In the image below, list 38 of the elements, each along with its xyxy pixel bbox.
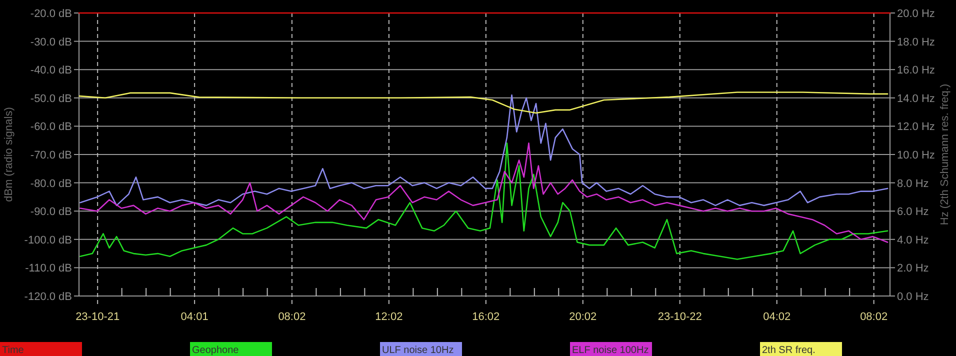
text: Time bbox=[2, 345, 24, 356]
y2-tick-label: 14.0 Hz bbox=[897, 92, 935, 105]
y-tick-label: -70.0 dB bbox=[30, 150, 72, 162]
y-tick-label: -20.0 dB bbox=[30, 8, 72, 20]
x-tick-label: 08:02 bbox=[860, 311, 888, 323]
x-tick-label: 23-10-22 bbox=[658, 311, 702, 323]
y-tick-label: -30.0 dB bbox=[30, 36, 72, 48]
y-tick-label: -50.0 dB bbox=[30, 92, 72, 105]
y2-axis-title: Hz (2th Schumann res. freq.) bbox=[939, 84, 951, 226]
y2-tick-label: 16.0 Hz bbox=[897, 64, 935, 77]
y-tick-label: -60.0 dB bbox=[30, 121, 72, 134]
x-tick-label: 04:01 bbox=[180, 311, 208, 323]
y-tick-label: -40.0 dB bbox=[30, 64, 72, 77]
y-tick-label: -110.0 dB bbox=[25, 262, 72, 275]
text: ULF noise 10Hz bbox=[382, 345, 454, 356]
y2-tick-label: 12.0 Hz bbox=[897, 121, 935, 134]
text: 2th SR freq. bbox=[762, 345, 816, 356]
y2-tick-label: 20.0 Hz bbox=[897, 8, 935, 20]
y2-tick-label: 0.0 Hz bbox=[897, 291, 929, 303]
y2-tick-label: 2.0 Hz bbox=[897, 262, 929, 275]
y2-tick-label: 6.0 Hz bbox=[897, 206, 929, 218]
x-tick-label: 08:02 bbox=[278, 311, 306, 323]
y2-tick-label: 18.0 Hz bbox=[897, 36, 935, 48]
text: ELF noise 100Hz bbox=[572, 345, 649, 356]
y2-tick-label: 8.0 Hz bbox=[897, 178, 929, 190]
x-tick-label: 12:02 bbox=[375, 311, 403, 323]
y-tick-label: -120.0 dB bbox=[24, 291, 72, 303]
y-tick-label: -100.0 dB bbox=[24, 234, 72, 246]
x-tick-label: 16:02 bbox=[472, 311, 500, 323]
text: Geophone bbox=[192, 345, 240, 356]
y-axis-title: dBm (radio signals) bbox=[3, 107, 15, 202]
x-tick-label: 04:02 bbox=[763, 311, 791, 323]
y-tick-label: -80.0 dB bbox=[30, 178, 72, 190]
y2-tick-label: 4.0 Hz bbox=[897, 234, 929, 246]
x-tick-label: 20:02 bbox=[569, 311, 597, 323]
y2-tick-label: 10.0 Hz bbox=[897, 150, 935, 162]
y-tick-label: -90.0 dB bbox=[30, 206, 72, 218]
x-tick-label: 23-10-21 bbox=[76, 311, 120, 323]
